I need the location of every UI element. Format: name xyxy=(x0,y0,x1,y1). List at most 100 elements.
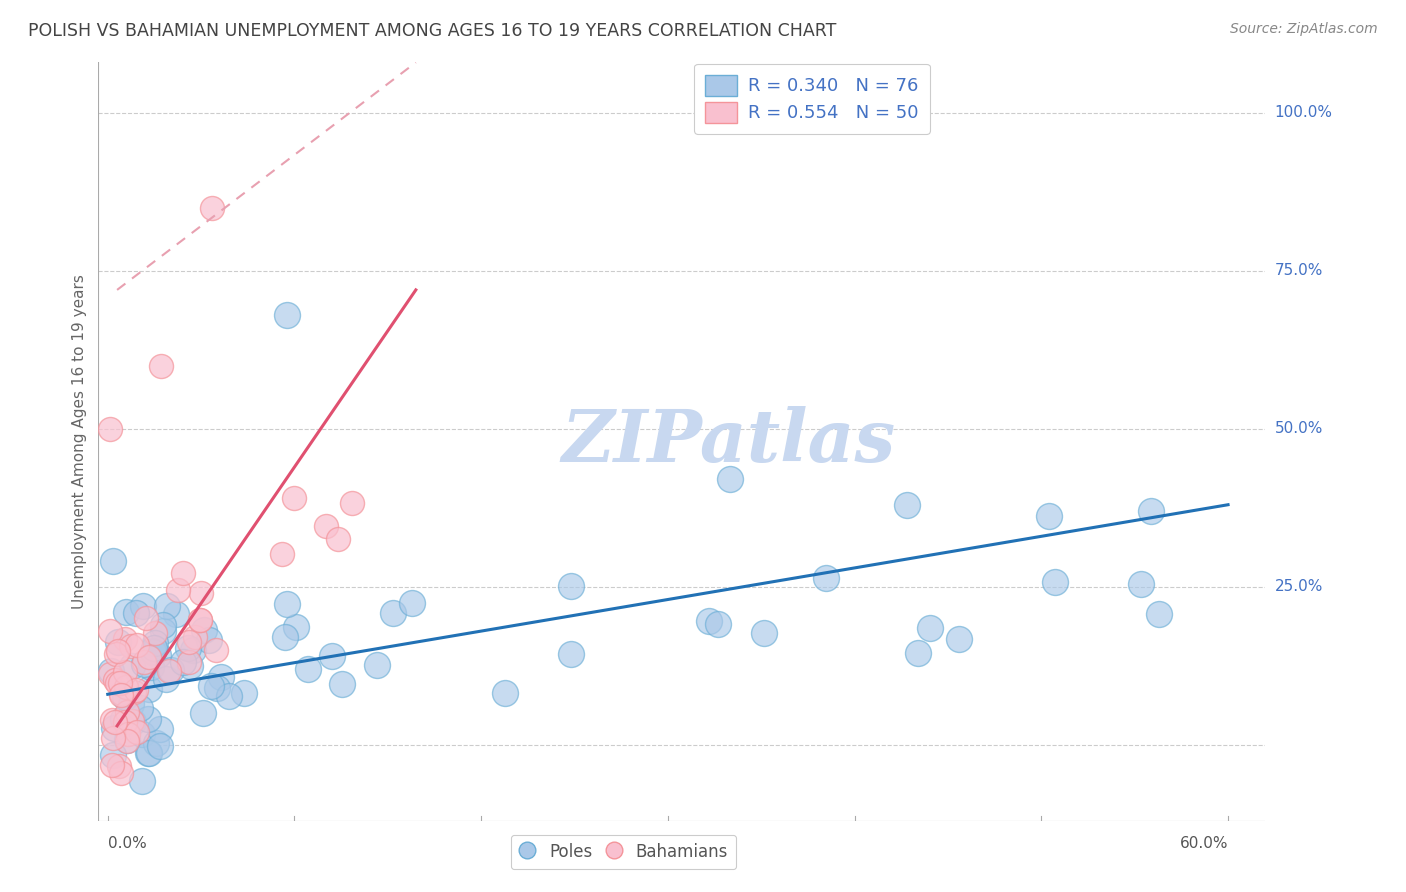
Point xyxy=(271,547,294,561)
Point xyxy=(167,582,190,597)
Point xyxy=(115,734,138,748)
Point xyxy=(98,422,121,436)
Point xyxy=(283,491,305,505)
Point xyxy=(131,726,153,740)
Point xyxy=(707,616,730,631)
Point xyxy=(209,669,232,683)
Point xyxy=(115,680,138,694)
Point xyxy=(172,655,194,669)
Point xyxy=(103,731,125,745)
Point xyxy=(142,641,165,656)
Point xyxy=(179,634,201,648)
Point xyxy=(135,611,157,625)
Point xyxy=(315,519,337,533)
Point xyxy=(98,624,121,638)
Point xyxy=(117,732,139,747)
Point xyxy=(494,686,516,700)
Text: 0.0%: 0.0% xyxy=(108,837,146,852)
Point xyxy=(560,579,582,593)
Point xyxy=(122,715,145,730)
Point xyxy=(111,712,134,726)
Point xyxy=(205,681,228,696)
Point xyxy=(148,723,170,737)
Point xyxy=(138,746,160,760)
Point xyxy=(814,571,837,585)
Point xyxy=(340,496,363,510)
Point xyxy=(157,664,180,678)
Point xyxy=(129,701,152,715)
Point xyxy=(276,308,298,322)
Point xyxy=(718,473,741,487)
Point xyxy=(381,606,404,620)
Point xyxy=(150,359,173,373)
Point xyxy=(201,201,224,215)
Point xyxy=(190,585,212,599)
Point xyxy=(172,566,194,580)
Point xyxy=(125,725,148,739)
Point xyxy=(125,683,148,698)
Point xyxy=(232,686,254,700)
Point xyxy=(218,689,240,703)
Point xyxy=(110,765,132,780)
Point xyxy=(179,659,201,673)
Point xyxy=(125,607,148,621)
Point xyxy=(104,714,127,729)
Point xyxy=(188,613,211,627)
Point xyxy=(907,646,929,660)
Point xyxy=(188,613,211,627)
Point xyxy=(401,596,423,610)
Point xyxy=(145,736,167,750)
Point xyxy=(121,714,143,728)
Point xyxy=(297,662,319,676)
Point xyxy=(181,643,204,657)
Point xyxy=(100,664,122,678)
Text: 100.0%: 100.0% xyxy=(1275,105,1333,120)
Point xyxy=(177,640,200,655)
Point xyxy=(136,712,159,726)
Point xyxy=(152,624,174,639)
Point xyxy=(920,621,942,635)
Point xyxy=(139,660,162,674)
Point xyxy=(155,672,177,686)
Point xyxy=(104,673,127,688)
Point xyxy=(142,645,165,659)
Point xyxy=(328,533,350,547)
Text: 60.0%: 60.0% xyxy=(1180,837,1227,852)
Point xyxy=(138,650,160,665)
Point xyxy=(134,655,156,669)
Point xyxy=(101,714,124,728)
Point xyxy=(156,599,179,614)
Point xyxy=(205,643,228,657)
Point xyxy=(143,626,166,640)
Point xyxy=(160,663,183,677)
Point xyxy=(200,680,222,694)
Point xyxy=(177,655,200,669)
Point xyxy=(152,618,174,632)
Point xyxy=(273,630,295,644)
Point xyxy=(330,677,353,691)
Point xyxy=(105,675,128,690)
Point xyxy=(165,607,187,621)
Point xyxy=(105,648,128,662)
Legend: Poles, Bahamians: Poles, Bahamians xyxy=(510,835,737,869)
Point xyxy=(366,657,388,672)
Point xyxy=(117,726,139,740)
Point xyxy=(138,681,160,696)
Point xyxy=(184,630,207,644)
Point xyxy=(114,690,136,705)
Point xyxy=(321,648,343,663)
Point xyxy=(101,554,124,568)
Point xyxy=(120,697,142,711)
Point xyxy=(114,714,136,729)
Text: 75.0%: 75.0% xyxy=(1275,263,1323,278)
Point xyxy=(1149,607,1171,621)
Point xyxy=(754,626,776,640)
Point xyxy=(149,739,172,754)
Point xyxy=(191,706,214,721)
Text: Source: ZipAtlas.com: Source: ZipAtlas.com xyxy=(1230,22,1378,37)
Y-axis label: Unemployment Among Ages 16 to 19 years: Unemployment Among Ages 16 to 19 years xyxy=(72,274,87,609)
Point xyxy=(101,757,124,772)
Point xyxy=(136,747,159,761)
Point xyxy=(107,644,129,658)
Text: 25.0%: 25.0% xyxy=(1275,580,1323,594)
